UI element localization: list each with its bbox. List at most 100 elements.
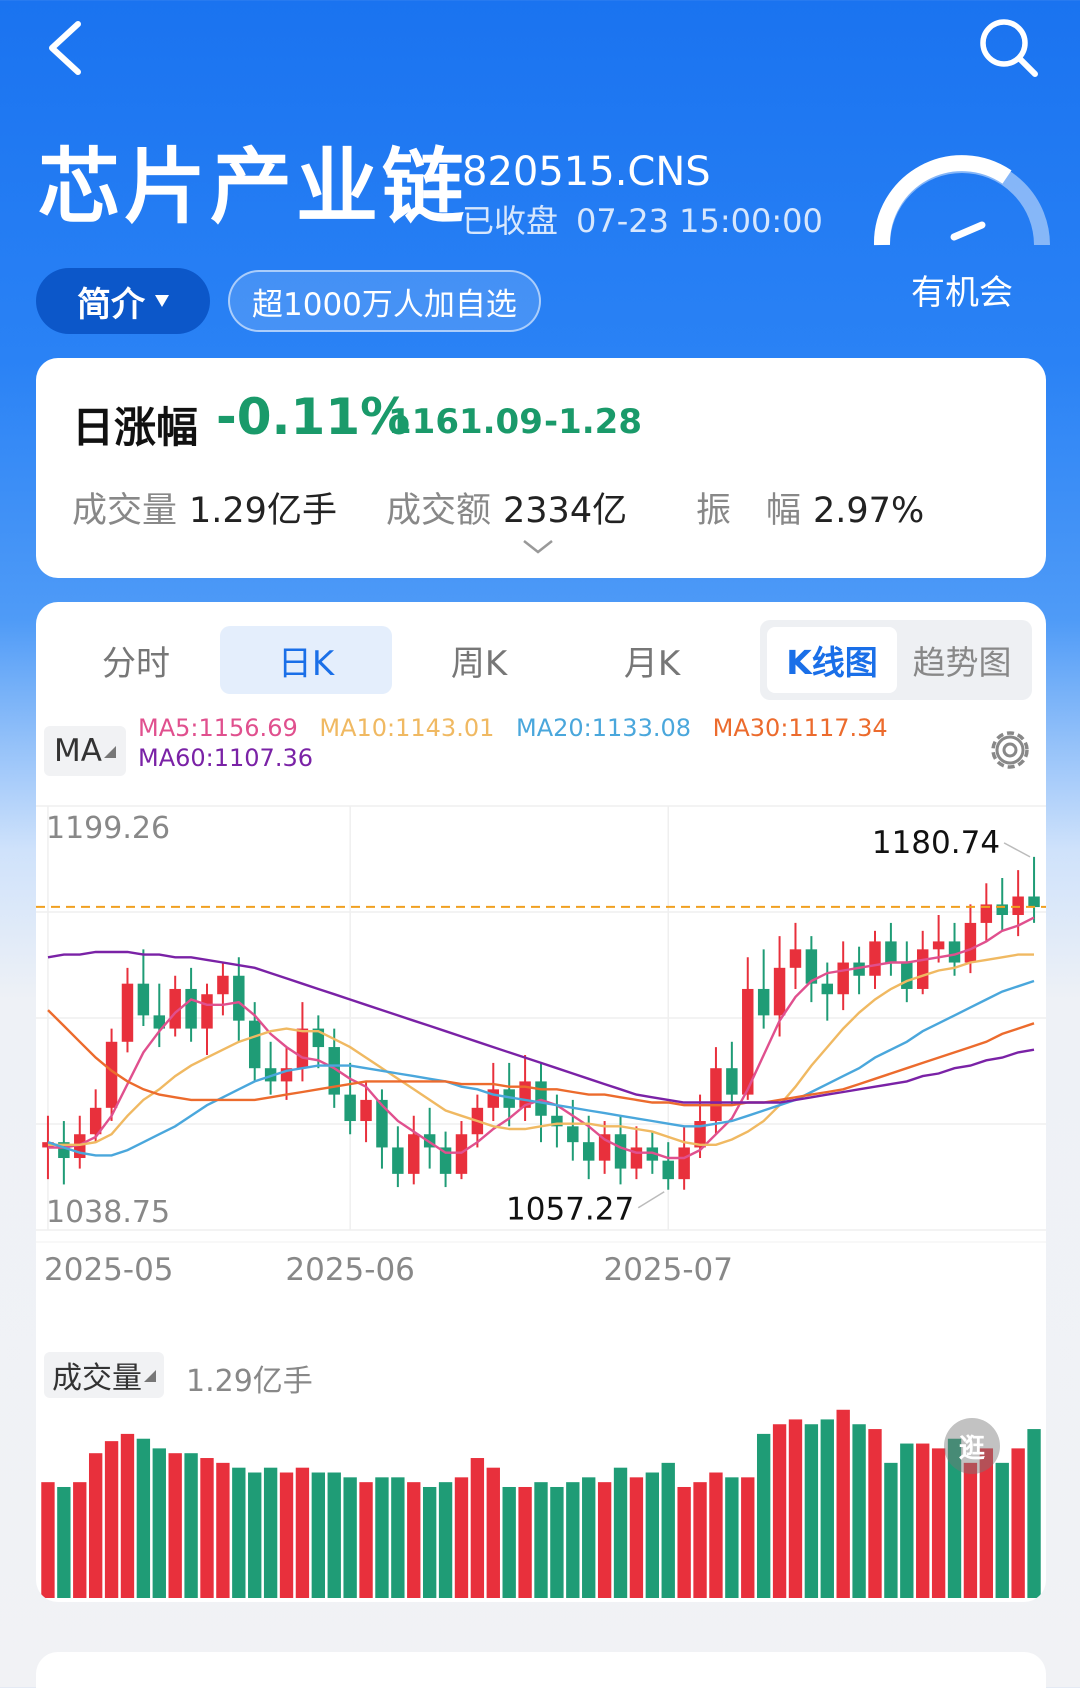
candle-body [248,1020,261,1069]
candle-body [567,1126,579,1143]
kline-chart[interactable]: 1199.26 1038.75 1180.74 1057.27 2025-05 2025-… [36,790,1046,1330]
volume-bar [295,1467,310,1598]
corner-triangle-icon [144,1370,156,1382]
ma5-value: MA5:1156.69 [138,714,298,742]
candle-body [1012,896,1024,915]
candle-body [757,988,770,1016]
trend-view-button[interactable]: 趋势图 [912,643,1012,682]
back-arrow-icon[interactable] [40,18,90,78]
intro-button[interactable]: 简介 [36,268,210,334]
amplitude-value: 2.97% [813,491,925,531]
candle-body [885,941,897,963]
close-status: 已收盘 [462,202,559,240]
tab-monthly-k[interactable]: 月K [623,643,681,684]
volume-bar [57,1486,71,1598]
top-bar [0,0,1080,110]
volume-bar [486,1467,500,1598]
candle-body [662,1160,674,1180]
low-price-label: 1057.27 [506,1192,634,1228]
volume-bar [947,1438,962,1598]
high-price-label: 1180.74 [872,825,1000,861]
tab-weekly-k[interactable]: 周K [450,643,508,684]
volume-stat: 成交量 1.29亿手 [72,482,337,533]
status-datetime: 07-23 15:00:00 [576,202,823,240]
kline-view-button[interactable]: K线图 [767,627,897,693]
candle-body [726,1068,738,1095]
candle-body [439,1147,452,1174]
volume-bar [422,1486,437,1598]
candle-body [916,949,929,989]
quote-card: 日涨幅 -0.11% 1161.09 -1.28 成交量 1.29亿手 成交额 23… [36,358,1046,578]
volume-bar [582,1477,596,1598]
volume-bar [1011,1448,1025,1598]
floating-assistant-icon[interactable]: 逛 [944,1418,1000,1474]
last-price: 1161.09 [388,402,543,442]
high-pointer [1003,842,1031,858]
amount-stat: 成交额 2334亿 [386,482,627,533]
sentiment-gauge-icon[interactable] [872,155,1052,255]
candle-body [742,988,754,1095]
ma-legend-row1: MA5:1156.69 MA10:1143.01 MA20:1133.08 MA… [138,714,888,742]
volume-bar [248,1472,262,1598]
volume-bar [550,1486,564,1598]
chart-card: 分时 日K 周K 月K K线图 趋势图 MA MA5:1156.69 MA10:… [36,602,1046,1602]
change-percent: -0.11% [216,388,411,446]
candle-body [153,1015,166,1029]
candle-body [74,1134,86,1159]
candle-body [344,1094,356,1122]
candle-body [996,904,1008,915]
candle-body [901,962,913,989]
ma20-value: MA20:1133.08 [516,714,692,742]
volume-bar [772,1424,787,1598]
volume-indicator-button[interactable]: 成交量 [44,1352,164,1398]
volume-bar [756,1433,771,1598]
y-max-label: 1199.26 [46,811,170,846]
volume-bar [470,1458,485,1598]
volume-bar [518,1486,532,1598]
candle-body [312,1028,325,1048]
candle-body [1028,896,1040,908]
volume-bar [534,1482,548,1598]
candle-body [535,1081,547,1116]
tab-intraday[interactable]: 分时 [102,643,170,684]
tab-daily-k[interactable]: 日K [220,626,392,694]
volume-bar [709,1472,723,1598]
volume-bar [629,1477,644,1598]
volume-button-label: 成交量 [52,1361,142,1396]
candle-body [137,983,150,1016]
candle-body [503,1089,515,1108]
volume-bar [104,1441,119,1598]
expand-chevron-icon[interactable] [521,538,555,556]
volume-bar [88,1453,103,1598]
ma30-value: MA30:1117.34 [712,714,888,742]
candle-body [376,1099,388,1148]
ma-indicator-button[interactable]: MA [44,726,126,776]
candle-body [694,1121,706,1148]
volume-bar [741,1477,755,1598]
volume-bar [232,1467,246,1598]
change-label: 日涨幅 [72,403,199,452]
volume-bar [963,1462,978,1598]
view-toggle: K线图 趋势图 [760,620,1032,700]
volume-bar [184,1453,198,1598]
candle-body [710,1068,722,1122]
volume-bar [168,1453,182,1598]
candle-body [773,967,786,1016]
candle-body [789,949,802,968]
volume-bar [120,1433,135,1598]
candle-body [217,975,229,995]
volume-bar [645,1472,660,1598]
candle-body [614,1134,627,1169]
candle-body [932,941,945,950]
volume-bar [391,1477,405,1598]
candle-body [360,1099,372,1122]
volume-chart [41,1409,1041,1598]
search-icon[interactable] [975,14,1041,80]
next-card [36,1652,1046,1688]
volume-bar [900,1443,914,1598]
volume-bar [613,1467,628,1598]
volume-bar [995,1462,1009,1598]
candle-body [582,1142,595,1161]
low-pointer [637,1191,665,1209]
settings-gear-icon[interactable] [984,724,1036,776]
